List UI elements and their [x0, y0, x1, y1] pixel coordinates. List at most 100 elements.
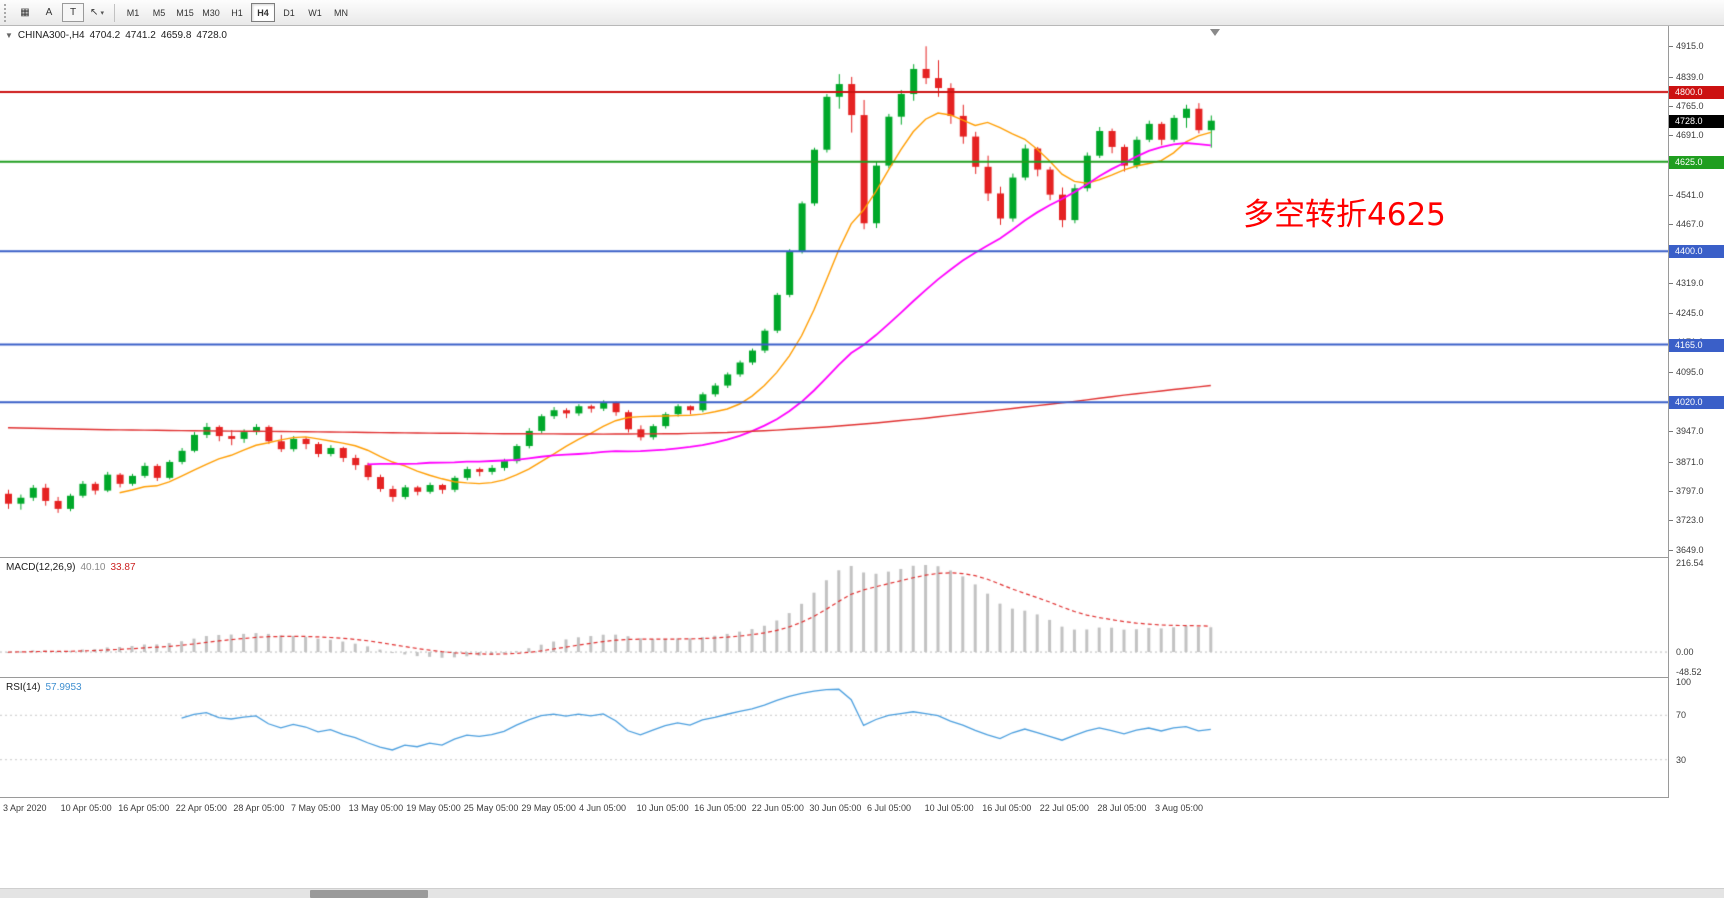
text-t-button[interactable]: T [62, 3, 84, 22]
macd-panel-canvas[interactable] [0, 558, 1668, 677]
time-axis-label: 28 Jul 05:00 [1097, 803, 1147, 813]
time-axis-label: 10 Jun 05:00 [636, 803, 689, 813]
time-axis-label: 19 May 05:00 [406, 803, 461, 813]
panel-separator[interactable] [0, 557, 1724, 558]
rsi-name: RSI(14) [6, 682, 41, 693]
price-tick-label: 4839.0 [1676, 71, 1704, 82]
timeframe-button-m30[interactable]: M30 [199, 3, 223, 22]
time-axis-label: 6 Jul 05:00 [867, 803, 912, 813]
price-tick-label: 4245.0 [1676, 307, 1704, 318]
collapse-chart-icon[interactable]: ▼ [5, 31, 13, 40]
price-tick-mark [1669, 549, 1673, 551]
time-axis-label: 16 Jun 05:00 [694, 803, 747, 813]
macd-axis-label: 0.00 [1676, 647, 1694, 658]
price-tick-mark [1669, 283, 1673, 285]
timeframe-button-w1[interactable]: W1 [303, 3, 327, 22]
rsi-axis-label: 70 [1676, 710, 1687, 721]
time-axis-label: 22 Jun 05:00 [751, 803, 804, 813]
price-line-label: 4625.0 [1669, 155, 1724, 169]
price-tick-label: 4095.0 [1676, 367, 1704, 378]
price-line-label: 4400.0 [1669, 245, 1724, 259]
price-tick-mark [1669, 312, 1673, 314]
h-scrollbar-track[interactable] [0, 888, 1724, 898]
price-tick-mark [1669, 490, 1673, 492]
panel-separator[interactable] [0, 677, 1724, 678]
chart-grid-button[interactable]: ▦ [14, 3, 36, 22]
chart-window: ▼ CHINA300-,H4 4704.2 4741.2 4659.8 4728… [0, 26, 1724, 898]
time-axis-label: 10 Jul 05:00 [924, 803, 974, 813]
rsi-axis-label: 100 [1676, 677, 1692, 687]
time-axis-label: 30 Jun 05:00 [809, 803, 862, 813]
price-tick-mark [1669, 461, 1673, 463]
macd-indicator-label: MACD(12,26,9) 40.10 33.87 [6, 562, 136, 573]
chart-header: ▼ CHINA300-,H4 4704.2 4741.2 4659.8 4728… [5, 30, 227, 41]
time-axis-label: 13 May 05:00 [348, 803, 404, 813]
macd-axis-label: -48.52 [1676, 667, 1702, 677]
price-tick-mark [1669, 46, 1673, 48]
rsi-value: 57.9953 [45, 682, 82, 693]
price-tick-label: 4915.0 [1676, 41, 1704, 52]
toolbar-grip[interactable] [4, 3, 9, 22]
dropdown-arrow-icon: ▾ [100, 9, 104, 17]
timeframe-button-m15[interactable]: M15 [173, 3, 197, 22]
price-tick-label: 3871.0 [1676, 456, 1704, 467]
chart-shift-marker-icon[interactable] [1210, 29, 1220, 36]
time-axis-label: 7 May 05:00 [291, 803, 341, 813]
price-tick-mark [1669, 195, 1673, 197]
timeframe-button-m5[interactable]: M5 [147, 3, 171, 22]
time-axis-label: 22 Jul 05:00 [1039, 803, 1089, 813]
timeframe-button-mn[interactable]: MN [329, 3, 353, 22]
price-tick-mark [1669, 135, 1673, 137]
time-axis[interactable]: 3 Apr 2020 10 Apr 05:00 16 Apr 05:00 22 Apr… [0, 798, 1668, 822]
price-tick-label: 4319.0 [1676, 278, 1704, 289]
price-tick-mark [1669, 372, 1673, 374]
price-axis[interactable]: 4915.04839.04765.04691.04617.04541.04467… [1668, 26, 1724, 798]
panel-separator [0, 797, 1724, 798]
price-tick-label: 3649.0 [1676, 544, 1704, 555]
time-axis-label: 25 May 05:00 [463, 803, 519, 813]
price-tick-label: 4541.0 [1676, 190, 1704, 201]
price-tick-label: 3723.0 [1676, 515, 1704, 526]
top-toolbar: ▦ A T ↖ ▾ M1 M5 M15 M30 H1 H4 D1 W1 MN [0, 0, 1724, 26]
time-axis-label: 16 Jul 05:00 [982, 803, 1032, 813]
annotation-text[interactable]: 多空转折4625 [1243, 197, 1446, 233]
ohlc-close: 4728.0 [196, 30, 227, 41]
price-tick-mark [1669, 105, 1673, 107]
ohlc-low: 4659.8 [160, 30, 192, 41]
ohlc-high: 4741.2 [125, 30, 156, 41]
price-tick-label: 4691.0 [1676, 130, 1704, 141]
macd-signal-value: 33.87 [110, 562, 136, 573]
price-tick-label: 3797.0 [1676, 485, 1704, 496]
macd-main-value: 40.10 [80, 562, 106, 573]
time-axis-label: 16 Apr 05:00 [118, 803, 170, 813]
text-a-button[interactable]: A [38, 3, 60, 22]
text-a-icon: A [45, 7, 53, 18]
time-axis-label: 3 Apr 2020 [3, 803, 47, 813]
time-axis-label: 28 Apr 05:00 [233, 803, 285, 813]
timeframes-group: M1 M5 M15 M30 H1 H4 D1 W1 MN [120, 3, 354, 22]
h-scrollbar-thumb[interactable] [310, 890, 428, 898]
toolbar-separator [114, 3, 115, 22]
time-axis-label: 3 Aug 05:00 [1155, 803, 1204, 813]
time-axis-label: 29 May 05:00 [521, 803, 576, 813]
price-line-label: 4165.0 [1669, 338, 1724, 352]
price-tick-label: 4467.0 [1676, 219, 1704, 230]
timeframe-button-h1[interactable]: H1 [225, 3, 249, 22]
price-tick-label: 4765.0 [1676, 100, 1704, 111]
price-tick-mark [1669, 76, 1673, 78]
price-tick-label: 3947.0 [1676, 426, 1704, 437]
symbol-period-label: CHINA300-,H4 [17, 30, 85, 41]
rsi-axis-label: 30 [1676, 754, 1687, 765]
rsi-indicator-label: RSI(14) 57.9953 [6, 682, 82, 693]
price-tick-mark [1669, 431, 1673, 433]
time-axis-label: 4 Jun 05:00 [579, 803, 627, 813]
price-tick-mark [1669, 520, 1673, 522]
pointer-tool-button[interactable]: ↖ ▾ [86, 3, 108, 22]
timeframe-button-d1[interactable]: D1 [277, 3, 301, 22]
main-chart-canvas[interactable] [0, 26, 1668, 557]
rsi-panel-canvas[interactable] [0, 678, 1668, 797]
timeframe-button-m1[interactable]: M1 [121, 3, 145, 22]
macd-axis-label: 216.54 [1676, 558, 1704, 568]
current-price-label: 4728.0 [1669, 114, 1724, 128]
timeframe-button-h4[interactable]: H4 [251, 3, 275, 22]
